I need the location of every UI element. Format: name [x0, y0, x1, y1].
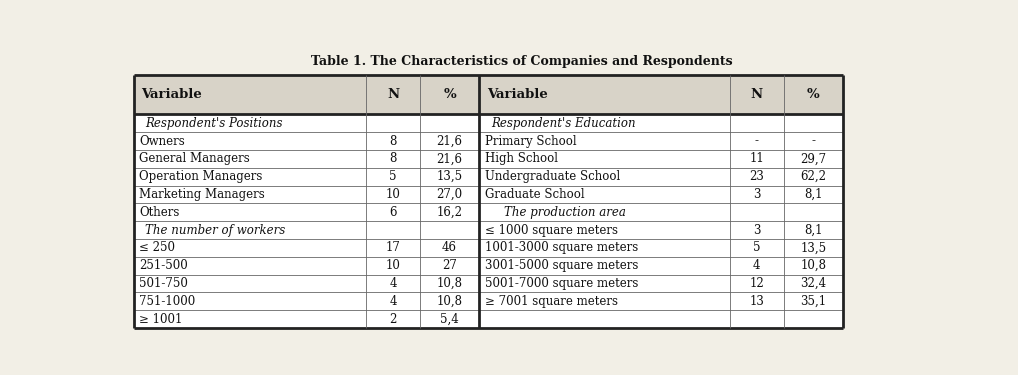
Text: 4: 4 [389, 277, 397, 290]
Text: 27: 27 [442, 259, 457, 272]
Text: 32,4: 32,4 [800, 277, 827, 290]
Text: The number of workers: The number of workers [146, 224, 286, 237]
Text: 10,8: 10,8 [437, 277, 462, 290]
Text: 4: 4 [389, 295, 397, 308]
Text: 10: 10 [386, 259, 400, 272]
Text: 27,0: 27,0 [437, 188, 462, 201]
Text: 23: 23 [749, 170, 765, 183]
Text: 5: 5 [753, 242, 760, 254]
Text: Owners: Owners [139, 135, 185, 147]
Text: Variable: Variable [142, 88, 203, 101]
Text: 1001-3000 square meters: 1001-3000 square meters [485, 242, 638, 254]
Text: 501-750: 501-750 [139, 277, 188, 290]
Text: N: N [750, 88, 762, 101]
Text: 35,1: 35,1 [800, 295, 827, 308]
Text: 10,8: 10,8 [437, 295, 462, 308]
Text: 11: 11 [749, 152, 765, 165]
Text: High School: High School [485, 152, 558, 165]
Text: 5: 5 [389, 170, 397, 183]
Text: 8,1: 8,1 [804, 188, 823, 201]
Text: 3: 3 [753, 188, 760, 201]
Text: N: N [387, 88, 399, 101]
Text: Respondent's Education: Respondent's Education [491, 117, 635, 130]
Text: General Managers: General Managers [139, 152, 249, 165]
Text: 13,5: 13,5 [437, 170, 462, 183]
Text: 21,6: 21,6 [437, 135, 462, 147]
Text: -: - [811, 135, 815, 147]
Text: 10: 10 [386, 188, 400, 201]
Text: %: % [807, 88, 819, 101]
Text: 13,5: 13,5 [800, 242, 827, 254]
Text: 8,1: 8,1 [804, 224, 823, 237]
Text: ≤ 1000 square meters: ≤ 1000 square meters [485, 224, 618, 237]
Text: 8: 8 [390, 152, 397, 165]
Text: ≤ 250: ≤ 250 [139, 242, 175, 254]
Text: Respondent's Positions: Respondent's Positions [146, 117, 283, 130]
Text: 751-1000: 751-1000 [139, 295, 195, 308]
Bar [133, 114, 843, 328]
Text: 29,7: 29,7 [800, 152, 827, 165]
Text: 16,2: 16,2 [437, 206, 462, 219]
Text: 12: 12 [749, 277, 765, 290]
Text: 5001-7000 square meters: 5001-7000 square meters [485, 277, 638, 290]
Text: 5,4: 5,4 [440, 313, 459, 326]
Text: 6: 6 [389, 206, 397, 219]
Text: The production area: The production area [504, 206, 626, 219]
Text: 4: 4 [753, 259, 760, 272]
Text: 13: 13 [749, 295, 765, 308]
Text: Table 1. The Characteristics of Companies and Respondents: Table 1. The Characteristics of Companie… [310, 55, 733, 68]
Text: -: - [754, 135, 758, 147]
Text: Graduate School: Graduate School [485, 188, 584, 201]
Text: Undergraduate School: Undergraduate School [485, 170, 620, 183]
Text: 62,2: 62,2 [800, 170, 827, 183]
Text: 2: 2 [390, 313, 397, 326]
Text: 21,6: 21,6 [437, 152, 462, 165]
Text: 17: 17 [386, 242, 400, 254]
Text: 251-500: 251-500 [139, 259, 188, 272]
Bar [133, 75, 843, 114]
Text: Marketing Managers: Marketing Managers [139, 188, 265, 201]
Text: Primary School: Primary School [485, 135, 576, 147]
Text: ≥ 7001 square meters: ≥ 7001 square meters [485, 295, 618, 308]
Text: Operation Managers: Operation Managers [139, 170, 263, 183]
Text: 46: 46 [442, 242, 457, 254]
Text: Variable: Variable [487, 88, 548, 101]
Text: %: % [443, 88, 456, 101]
Text: 3001-5000 square meters: 3001-5000 square meters [485, 259, 638, 272]
Text: 8: 8 [390, 135, 397, 147]
Text: 3: 3 [753, 224, 760, 237]
Text: 10,8: 10,8 [800, 259, 827, 272]
Text: Others: Others [139, 206, 179, 219]
Text: ≥ 1001: ≥ 1001 [139, 313, 182, 326]
